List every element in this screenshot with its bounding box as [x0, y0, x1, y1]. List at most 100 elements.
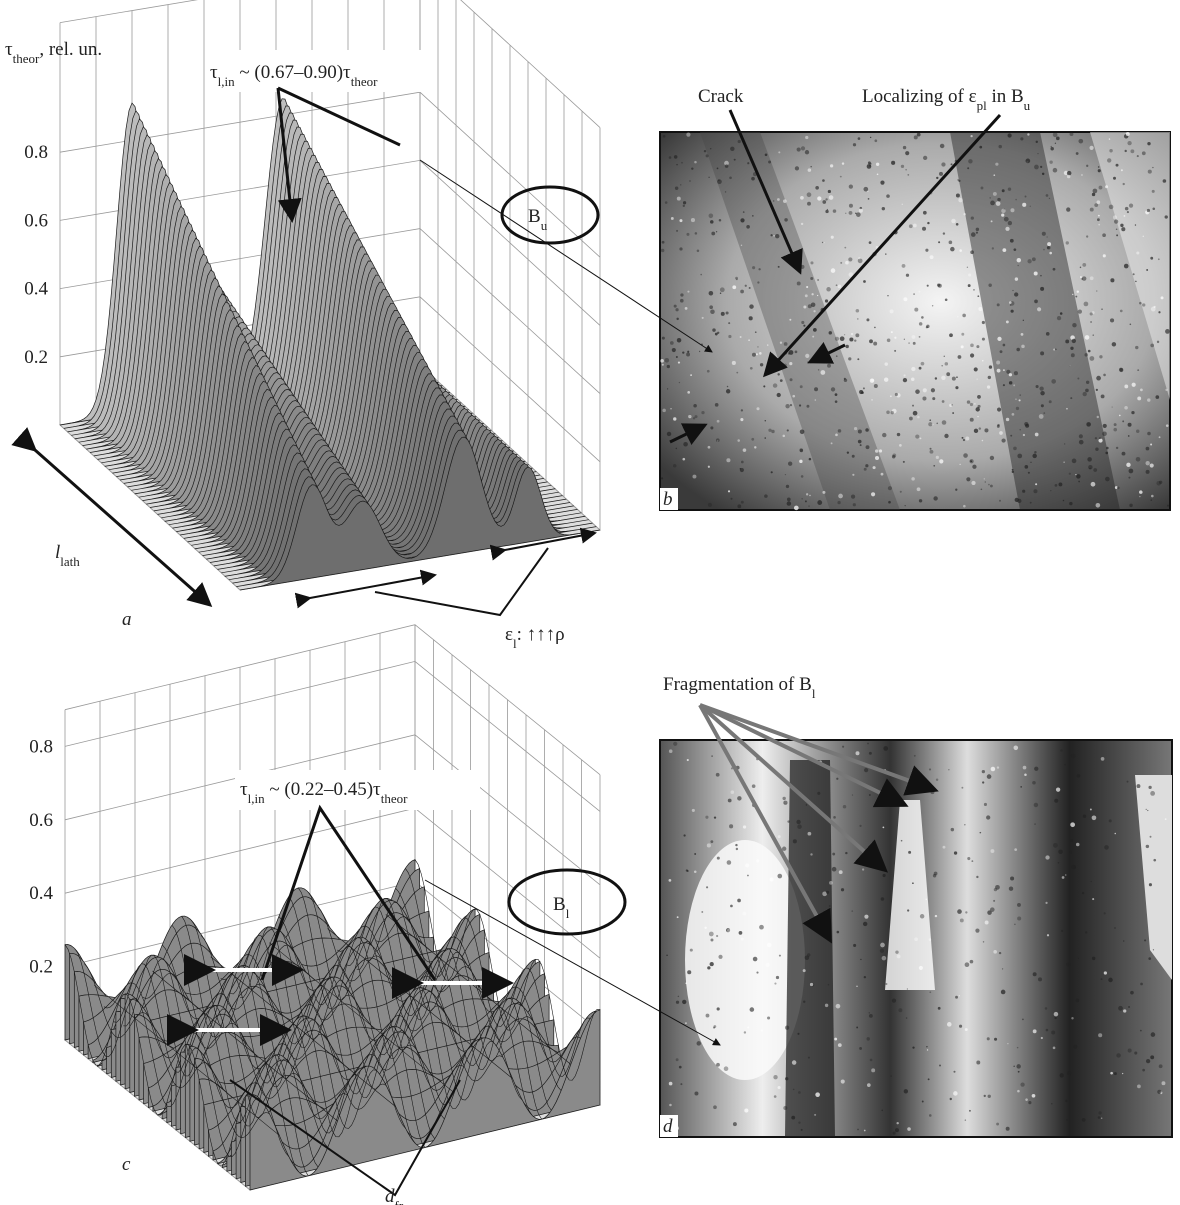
speckle: [1114, 219, 1118, 223]
speckle: [829, 881, 833, 885]
speckle: [742, 912, 746, 916]
speckle: [939, 1064, 941, 1066]
speckle: [1091, 881, 1092, 882]
speckle: [1051, 1031, 1055, 1035]
speckle: [818, 369, 819, 370]
speckle: [1092, 815, 1097, 820]
speckle: [953, 1091, 958, 1096]
speckle: [669, 879, 672, 882]
speckle: [1002, 189, 1005, 192]
speckle: [726, 458, 730, 462]
speckle: [882, 956, 887, 961]
speckle: [784, 218, 787, 221]
speckle: [932, 397, 935, 400]
speckle: [1058, 482, 1062, 486]
speckle: [679, 219, 682, 222]
speckle: [700, 274, 702, 276]
speckle: [970, 344, 974, 348]
speckle: [665, 201, 668, 204]
speckle: [785, 474, 786, 475]
speckle: [817, 792, 820, 795]
speckle: [903, 378, 907, 382]
speckle: [928, 422, 932, 426]
speckle: [908, 851, 911, 854]
speckle: [806, 405, 809, 408]
speckle: [1114, 1072, 1117, 1075]
speckle: [942, 420, 947, 425]
speckle: [1155, 395, 1159, 399]
speckle: [1040, 351, 1044, 355]
speckle: [708, 177, 709, 178]
speckle: [1012, 290, 1013, 291]
speckle: [798, 1091, 801, 1094]
speckle: [971, 860, 973, 862]
speckle: [1071, 353, 1075, 357]
speckle: [993, 950, 997, 954]
speckle: [1144, 939, 1146, 941]
speckle: [677, 197, 681, 201]
speckle: [987, 1037, 990, 1040]
speckle: [919, 322, 923, 326]
speckle: [1006, 320, 1009, 323]
speckle: [919, 966, 923, 970]
speckle: [1133, 273, 1135, 275]
speckle: [1065, 340, 1069, 344]
speckle: [778, 266, 780, 268]
speckle: [1151, 495, 1154, 498]
speckle: [829, 195, 834, 200]
speckle: [669, 1082, 673, 1086]
speckle: [991, 767, 996, 772]
speckle: [1077, 291, 1079, 293]
speckle: [1136, 457, 1141, 462]
speckle: [819, 347, 822, 350]
speckle: [874, 327, 876, 329]
speckle: [685, 307, 688, 310]
speckle: [1123, 183, 1125, 185]
speckle: [1069, 365, 1070, 366]
speckle: [805, 354, 809, 358]
speckle: [805, 294, 808, 297]
speckle: [1021, 345, 1025, 349]
speckle: [1027, 133, 1029, 135]
speckle: [871, 492, 875, 496]
speckle: [965, 1028, 968, 1031]
speckle: [986, 815, 990, 819]
speckle: [927, 285, 929, 287]
speckle: [766, 963, 770, 967]
speckle: [1114, 927, 1116, 929]
speckle: [1017, 903, 1021, 907]
speckle: [1071, 1017, 1073, 1019]
speckle: [690, 374, 692, 376]
speckle: [1039, 414, 1044, 419]
speckle: [974, 403, 976, 405]
speckle: [750, 367, 753, 370]
speckle: [999, 952, 1001, 954]
speckle: [1165, 215, 1168, 218]
speckle: [1140, 1030, 1142, 1032]
speckle: [1006, 418, 1009, 421]
speckle: [1162, 1081, 1166, 1085]
speckle: [808, 304, 812, 308]
speckle: [921, 316, 924, 319]
speckle: [1090, 808, 1092, 810]
speckle: [1123, 1009, 1126, 1012]
speckle: [789, 350, 794, 355]
speckle: [739, 931, 743, 935]
speckle: [780, 342, 782, 344]
speckle: [863, 387, 865, 389]
speckle: [756, 859, 759, 862]
speckle: [799, 404, 801, 406]
speckle: [680, 1083, 682, 1085]
speckle: [834, 1038, 837, 1041]
speckle: [1146, 447, 1150, 451]
speckle: [726, 311, 729, 314]
speckle: [965, 911, 967, 913]
speckle: [913, 293, 914, 294]
speckle: [917, 133, 921, 137]
speckle: [792, 1060, 797, 1065]
speckle: [1056, 787, 1060, 791]
speckle: [716, 438, 720, 442]
speckle: [1153, 859, 1156, 862]
speckle: [1028, 1101, 1031, 1104]
speckle: [881, 897, 885, 901]
